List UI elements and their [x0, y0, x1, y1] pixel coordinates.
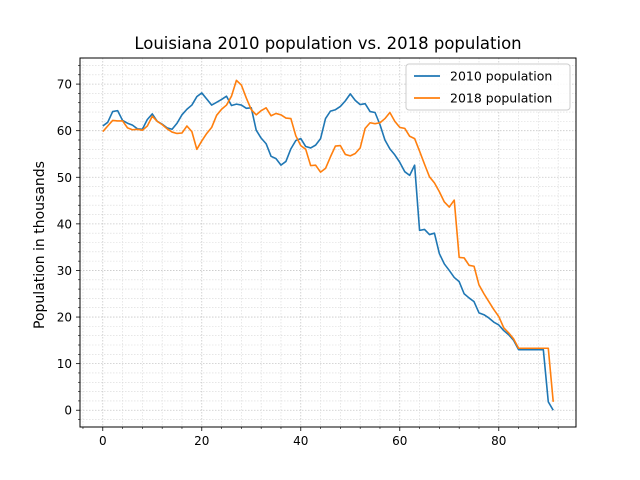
legend: 2010 population 2018 population — [405, 63, 571, 111]
legend-label: 2010 population — [450, 69, 552, 84]
x-tick-label: 20 — [194, 434, 209, 448]
legend-label: 2018 population — [450, 91, 552, 106]
y-axis-label: Population in thousands — [32, 161, 48, 329]
chart-title: Louisiana 2010 population vs. 2018 popul… — [134, 34, 521, 53]
y-tick-label: 60 — [57, 124, 72, 138]
y-tick-label: 10 — [57, 357, 72, 371]
grid-layer — [80, 58, 576, 427]
series-line-2018 — [102, 79, 555, 402]
x-tick-label: 80 — [491, 434, 506, 448]
legend-box — [405, 63, 571, 111]
series-line-2010 — [102, 92, 554, 411]
tick-layer: 0 20 40 60 80 0 10 20 30 40 50 60 70 — [57, 65, 559, 448]
y-tick-label: 0 — [64, 404, 72, 418]
x-tick-label: 60 — [392, 434, 407, 448]
y-tick-label: 30 — [57, 264, 72, 278]
y-tick-label: 40 — [57, 217, 72, 231]
x-tick-label: 40 — [293, 434, 308, 448]
series-layer — [102, 79, 555, 411]
x-tick-label: 0 — [99, 434, 107, 448]
y-tick-label: 50 — [57, 171, 72, 185]
y-tick-label: 20 — [57, 311, 72, 325]
y-tick-label: 70 — [57, 78, 72, 92]
